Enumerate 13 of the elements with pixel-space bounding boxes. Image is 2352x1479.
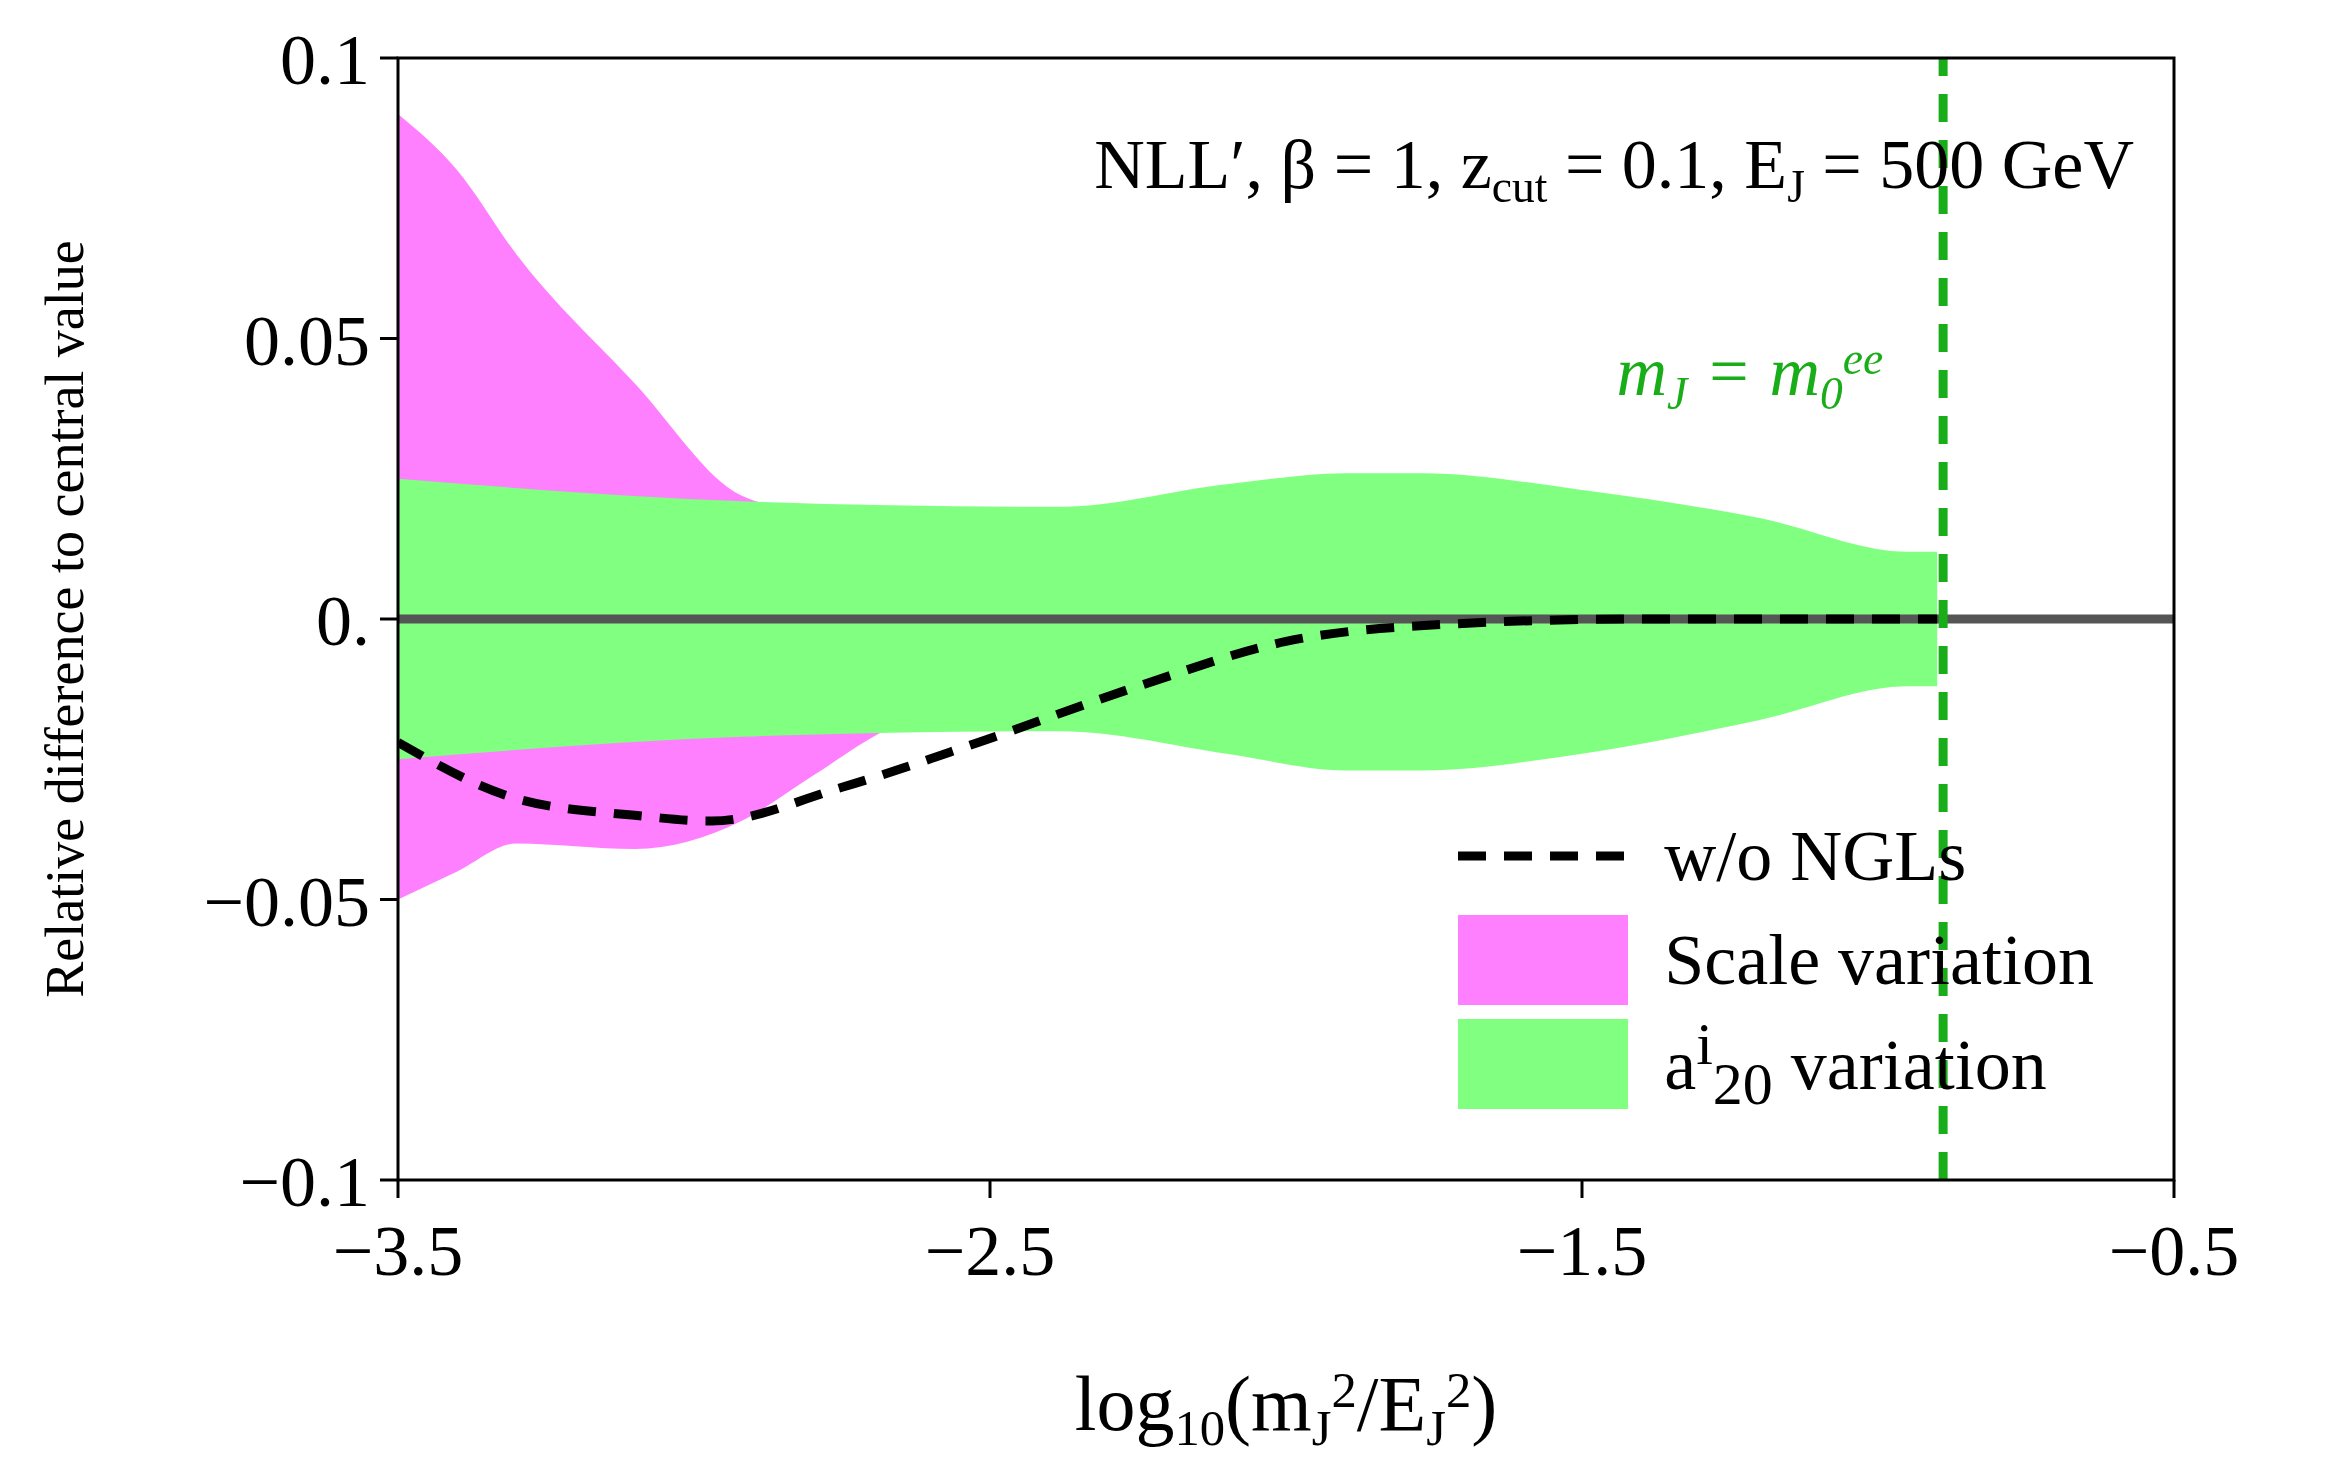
y-axis-title: Relative difference to central value bbox=[35, 240, 95, 998]
y-tick-label: 0. bbox=[316, 581, 370, 661]
legend-label: Scale variation bbox=[1664, 919, 2094, 1003]
y-tick-label: 0.05 bbox=[244, 300, 370, 381]
legend-label: w/o NGLs bbox=[1664, 815, 1967, 899]
x-tick-label: −0.5 bbox=[2108, 1211, 2240, 1291]
legend-label: a$^{i}$$_{20}$ variation bbox=[1664, 1010, 2047, 1118]
text: log$_{10}$(m$_{J}$$^{2}$/E$_{J}$$^{2}$) bbox=[1074, 1360, 1498, 1457]
y-tick-label: −0.05 bbox=[203, 861, 370, 942]
annotation: NLL′, β = 1, z$_{cut}$ = 0.1, E$_{J}$ = 500 GeV bbox=[1094, 126, 2134, 212]
x-tick-label: −1.5 bbox=[1516, 1211, 1648, 1291]
y-tick-label: 0.1 bbox=[280, 20, 370, 100]
x-tick-label: −2.5 bbox=[924, 1211, 1056, 1291]
